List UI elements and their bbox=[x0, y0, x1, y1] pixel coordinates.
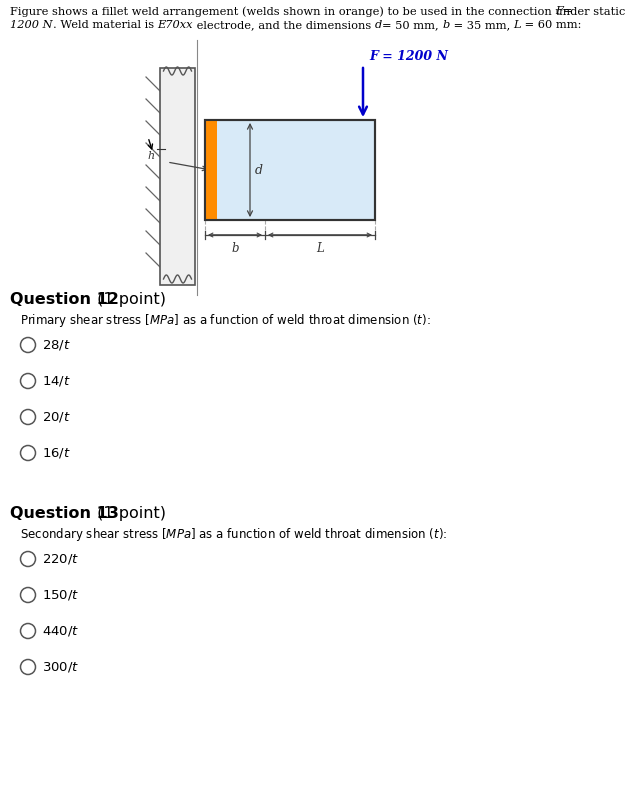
Text: electrode, and the dimensions: electrode, and the dimensions bbox=[193, 20, 375, 30]
Text: d: d bbox=[255, 164, 263, 176]
Text: 20/$\mathit{t}$: 20/$\mathit{t}$ bbox=[42, 410, 71, 424]
Text: 300/$\mathit{t}$: 300/$\mathit{t}$ bbox=[42, 660, 79, 674]
Text: F=: F= bbox=[555, 6, 572, 16]
Text: Question 13: Question 13 bbox=[10, 506, 119, 521]
Text: L: L bbox=[316, 242, 324, 255]
Text: . Weld material is: . Weld material is bbox=[53, 20, 158, 30]
Text: Secondary shear stress [$\mathit{MPa}$] as a function of weld throat dimension (: Secondary shear stress [$\mathit{MPa}$] … bbox=[20, 526, 447, 543]
Bar bbox=[205, 120, 375, 220]
Bar bbox=[205, 120, 375, 220]
Text: E70xx: E70xx bbox=[158, 20, 193, 30]
Text: d: d bbox=[375, 20, 382, 30]
Text: (1 point): (1 point) bbox=[92, 292, 166, 307]
Text: (1 point): (1 point) bbox=[92, 506, 166, 521]
Bar bbox=[205, 120, 217, 220]
Text: = 35 mm,: = 35 mm, bbox=[450, 20, 513, 30]
Text: Question 12: Question 12 bbox=[10, 292, 119, 307]
Text: b: b bbox=[442, 20, 450, 30]
Text: h: h bbox=[148, 151, 155, 161]
Text: 1200 N: 1200 N bbox=[10, 20, 53, 30]
Bar bbox=[160, 68, 195, 285]
Text: = 50 mm,: = 50 mm, bbox=[382, 20, 442, 30]
Text: b: b bbox=[231, 242, 239, 255]
Text: 220/$\mathit{t}$: 220/$\mathit{t}$ bbox=[42, 552, 79, 566]
Text: L: L bbox=[513, 20, 521, 30]
Text: Primary shear stress [$\mathit{MPa}$] as a function of weld throat dimension ($\: Primary shear stress [$\mathit{MPa}$] as… bbox=[20, 312, 431, 329]
Text: = 60 mm:: = 60 mm: bbox=[521, 20, 582, 30]
Text: F = 1200 N: F = 1200 N bbox=[369, 50, 448, 63]
Text: Figure shows a fillet weld arrangement (welds shown in orange) to be used in the: Figure shows a fillet weld arrangement (… bbox=[10, 6, 628, 17]
Text: 150/$\mathit{t}$: 150/$\mathit{t}$ bbox=[42, 588, 79, 602]
Text: 440/$\mathit{t}$: 440/$\mathit{t}$ bbox=[42, 624, 79, 638]
Text: 28/$\mathit{t}$: 28/$\mathit{t}$ bbox=[42, 338, 71, 352]
Text: 16/$\mathit{t}$: 16/$\mathit{t}$ bbox=[42, 446, 71, 460]
Text: 14/$\mathit{t}$: 14/$\mathit{t}$ bbox=[42, 374, 71, 388]
